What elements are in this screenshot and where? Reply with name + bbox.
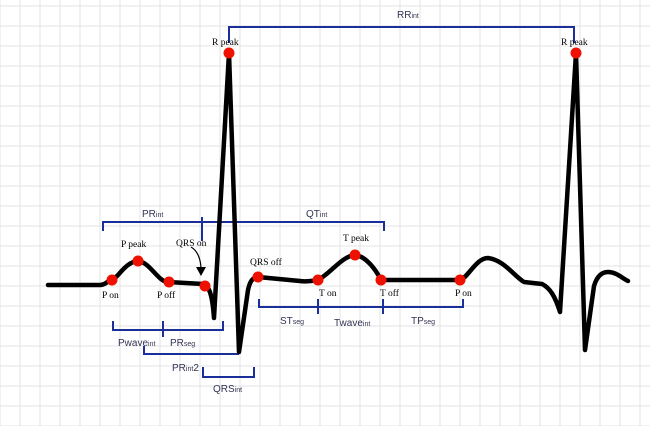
marker-qrs-off: [252, 271, 264, 283]
marker-r-peak-1: [223, 47, 235, 59]
interval-label-pwave: Pwaveint: [118, 338, 155, 349]
label-qrs-on: QRS on: [176, 239, 207, 249]
interval-brackets: [102, 26, 575, 378]
marker-p-on: [106, 274, 118, 286]
marker-p-peak: [132, 255, 144, 267]
marker-t-on: [312, 274, 324, 286]
interval-label-st: STseg: [280, 316, 304, 327]
point-labels: P on P peak P off QRS on R peak QRS off T on T …: [102, 38, 588, 301]
interval-labels: RRint PRint QTint STseg Twaveint TPseg Pwavein…: [118, 10, 435, 395]
fiducial-markers: [106, 47, 582, 292]
interval-label-tp: TPseg: [411, 316, 435, 327]
label-qrs-off: QRS off: [250, 257, 283, 268]
interval-label-qt: QTint: [306, 209, 327, 220]
interval-label-rr: RRint: [397, 10, 419, 21]
marker-t-off: [375, 274, 387, 286]
label-t-peak: T peak: [343, 234, 369, 244]
marker-r-peak-2: [570, 47, 582, 59]
interval-label-qrs: QRSint: [213, 384, 242, 395]
interval-label-prseg: PRseg: [170, 338, 195, 349]
qrs-on-arrow: [190, 246, 206, 276]
interval-label-pr2: PRint2: [172, 363, 199, 374]
ecg-trace: [45, 50, 631, 355]
label-p-on-2: P on: [455, 289, 472, 299]
marker-qrs-on: [199, 280, 211, 292]
label-t-on: T on: [319, 289, 337, 299]
label-r-peak-2: R peak: [561, 38, 588, 48]
label-p-peak: P peak: [121, 240, 146, 250]
marker-p-off: [163, 276, 175, 288]
label-p-on: P on: [102, 291, 119, 301]
marker-t-peak: [349, 249, 361, 261]
label-r-peak-1: R peak: [212, 38, 239, 48]
interval-label-twave: Twaveint: [334, 318, 370, 329]
interval-label-pr: PRint: [142, 209, 163, 220]
marker-p-on-2: [454, 274, 466, 286]
label-p-off: P off: [157, 290, 176, 301]
label-t-off: T off: [380, 288, 400, 299]
